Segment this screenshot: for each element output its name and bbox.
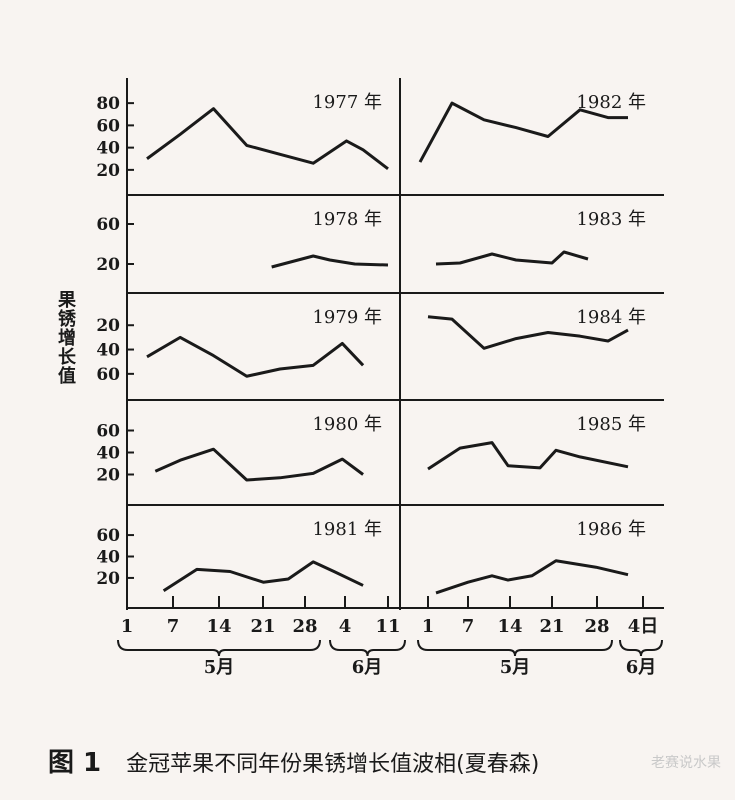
x-tick-label: 14 [206, 616, 231, 637]
panel-year-label: 1984 年 [576, 307, 646, 328]
y-tick-label: 40 [96, 341, 120, 361]
x-tick-label: 28 [292, 616, 317, 637]
panel-year-label: 1983 年 [576, 209, 646, 230]
panel-year-label: 1982 年 [576, 92, 646, 113]
y-tick-label: 20 [96, 316, 120, 336]
month-brace-may-left [117, 639, 321, 657]
y-tick-label: 20 [96, 161, 120, 181]
month-label: 6月 [626, 657, 657, 678]
y-tick-label: 60 [96, 215, 120, 235]
panel-year-label: 1986 年 [576, 519, 646, 540]
y-tick-label: 40 [96, 548, 120, 568]
x-tick-label: 28 [584, 616, 609, 637]
series-line [154, 447, 364, 482]
y-tick-label: 60 [96, 422, 120, 442]
x-tick-label: 7 [167, 616, 180, 637]
series-line [146, 107, 389, 170]
y-tick-label: 40 [96, 444, 120, 464]
x-tick-label: 21 [250, 616, 275, 637]
y-tick-label: 60 [96, 526, 120, 546]
x-tick-label: 4 [339, 616, 352, 637]
month-brace-june-left [329, 639, 406, 657]
panel-year-label: 1979 年 [312, 307, 382, 328]
y-tick-label: 20 [96, 255, 120, 275]
panel-year-label: 1985 年 [576, 414, 646, 435]
panel-year-label: 1977 年 [312, 92, 382, 113]
panel-year-label: 1981 年 [312, 519, 382, 540]
figure-caption: 图 1 金冠苹果不同年份果锈增长值波相(夏春森) [48, 742, 539, 779]
x-tick-label: 21 [539, 616, 564, 637]
x-tick-label: 1 [121, 616, 134, 637]
caption-text: 金冠苹果不同年份果锈增长值波相(夏春森) [126, 752, 540, 777]
y-tick-label: 20 [96, 466, 120, 486]
y-axis-label: 果锈增长值 [55, 290, 76, 385]
month-label: 5月 [500, 657, 531, 678]
y-tick-label: 60 [96, 365, 120, 385]
y-tick-label: 80 [96, 94, 120, 114]
month-label: 6月 [352, 657, 383, 678]
month-brace-june-right [619, 639, 663, 657]
x-tick-label: 4日 [628, 616, 659, 637]
series-line [162, 560, 364, 593]
series-line [427, 441, 629, 471]
month-brace-may-right [417, 639, 613, 657]
series-line [427, 315, 629, 350]
x-tick-label: 14 [497, 616, 522, 637]
series-line [271, 254, 389, 269]
y-tick-label: 60 [96, 116, 120, 136]
x-tick-label: 1 [422, 616, 435, 637]
caption-figure-number: 图 1 [48, 748, 102, 778]
x-tick-label: 11 [375, 616, 400, 637]
series-line [418, 101, 628, 163]
watermark: 老赛说水果 [651, 755, 721, 771]
x-tick-label: 7 [462, 616, 475, 637]
y-tick-label: 20 [96, 569, 120, 589]
series-line [435, 559, 629, 595]
series-line [435, 250, 589, 266]
panel-year-label: 1980 年 [312, 414, 382, 435]
month-label: 5月 [204, 657, 235, 678]
y-tick-label: 40 [96, 139, 120, 159]
series-line [146, 335, 365, 378]
panel-year-label: 1978 年 [312, 209, 382, 230]
